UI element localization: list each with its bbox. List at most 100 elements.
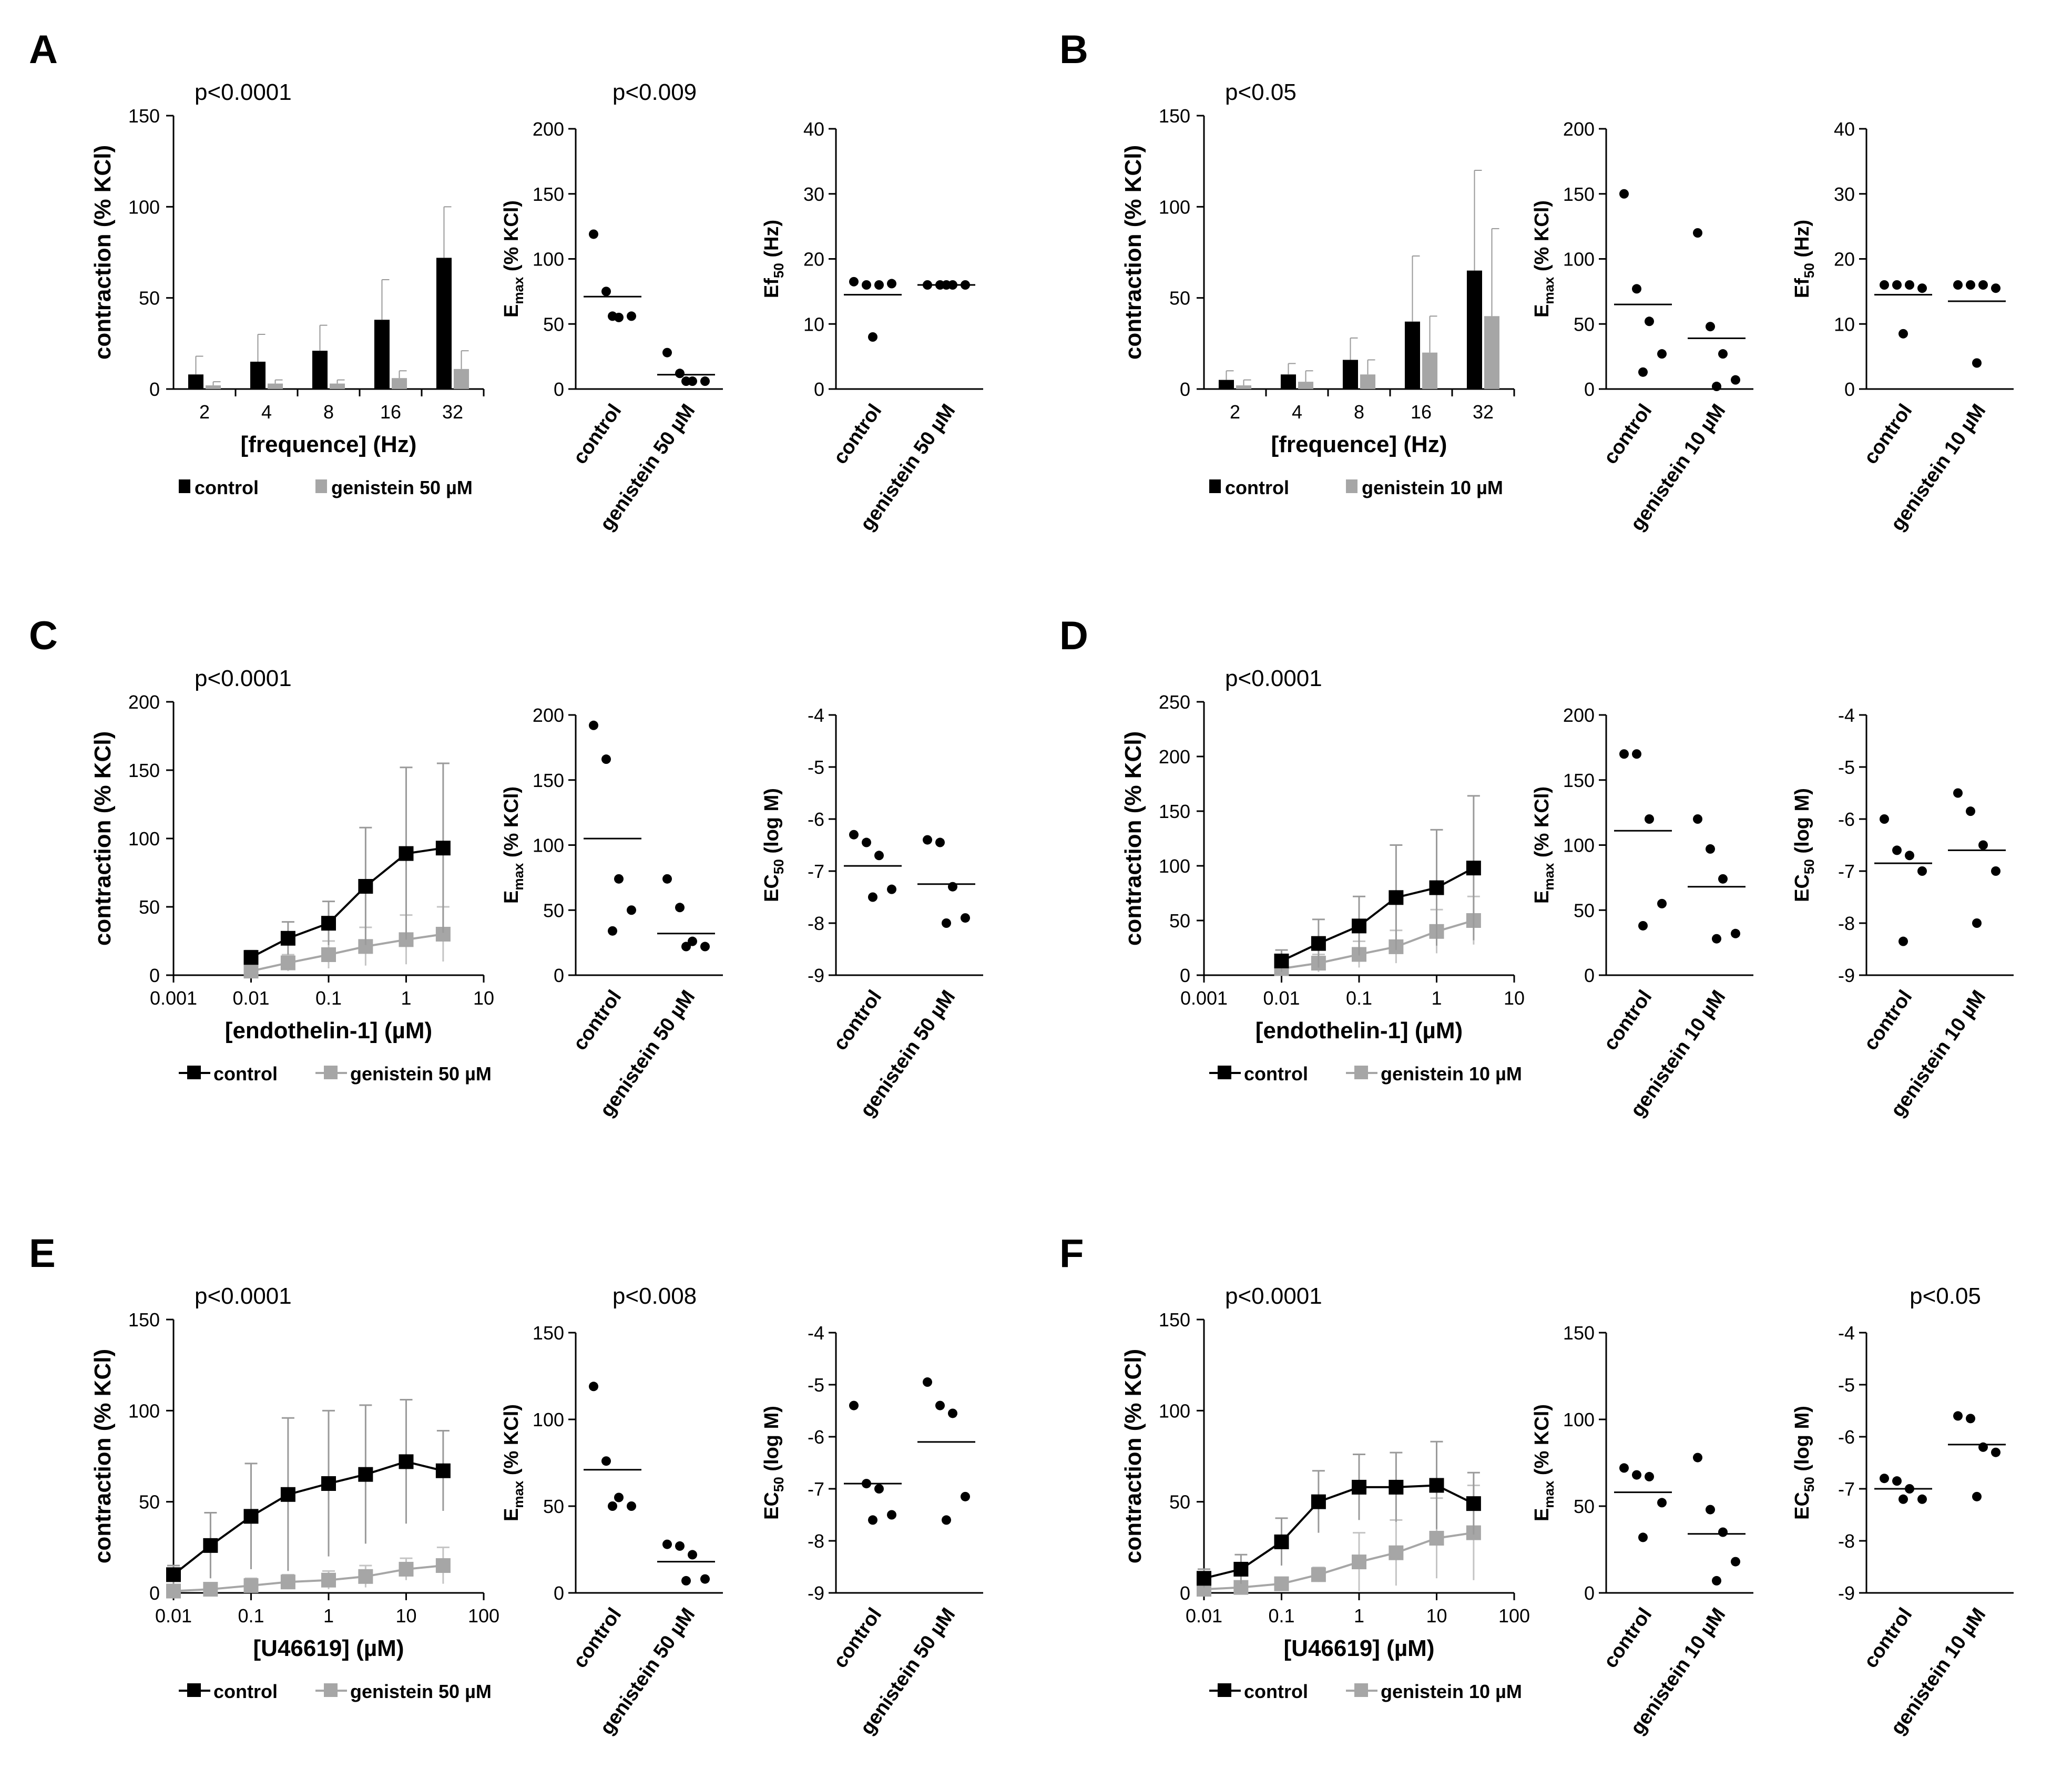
main-chart-C: 0 50 100 150 200 contraction (% KCl) p<0.0001 0…	[90, 666, 494, 1085]
bar-treatment	[268, 383, 283, 389]
data-point	[1880, 280, 1889, 290]
data-point	[942, 1515, 951, 1525]
bar-treatment	[206, 385, 221, 389]
x-tick-label: 16	[1411, 401, 1432, 423]
y-tick-label: 200	[1159, 746, 1190, 768]
y-tick-label: -4	[1838, 704, 1855, 726]
category-label: control	[829, 986, 886, 1055]
data-point	[627, 311, 636, 321]
y-tick-label: 100	[533, 249, 564, 270]
y-axis-title-rest: (% KCl)	[501, 1404, 523, 1481]
y-tick-label: 150	[1563, 770, 1595, 791]
x-tick-label: 0.1	[1268, 1605, 1294, 1627]
y-tick-label: 10	[1834, 313, 1855, 335]
y-tick-label: 50	[1574, 1496, 1595, 1517]
data-point-treatment	[1311, 1567, 1326, 1582]
x-tick-label: 16	[380, 401, 401, 423]
data-point	[1972, 358, 1982, 368]
legend-swatch	[1346, 479, 1357, 493]
x-tick-label: 10	[473, 987, 494, 1009]
x-tick-label: 4	[1292, 401, 1302, 423]
y-tick-label: 0	[1180, 965, 1190, 986]
y-tick-label: 0	[814, 379, 824, 400]
data-point	[1966, 280, 1975, 290]
y-tick-label: 100	[1159, 855, 1190, 877]
data-point	[1706, 1505, 1715, 1515]
y-tick-label: 50	[139, 1491, 160, 1513]
series-line-control	[1281, 867, 1474, 962]
data-point-treatment	[435, 1558, 451, 1573]
data-point-treatment	[1429, 1531, 1444, 1546]
x-tick-label: 10	[1504, 987, 1525, 1009]
data-point	[1693, 814, 1702, 824]
data-point	[1718, 349, 1728, 359]
y-axis-title: contraction (% KCl)	[90, 145, 116, 360]
x-tick-label: 8	[323, 401, 334, 423]
data-point-treatment	[321, 1572, 336, 1588]
y-axis-title: Ef50 (Hz)	[761, 220, 787, 298]
data-point	[1953, 280, 1963, 290]
data-point	[1706, 322, 1715, 332]
y-axis-title-rest: (% KCl)	[1531, 786, 1553, 863]
data-point	[1718, 1527, 1728, 1537]
y-axis-title-sub: max	[1541, 277, 1557, 304]
bar-control	[374, 320, 390, 389]
legend-marker	[1354, 1066, 1368, 1079]
y-axis-title-sub: 50	[771, 1477, 787, 1492]
panel-letter: C	[29, 613, 58, 658]
x-tick-label: 1	[1354, 1605, 1364, 1627]
data-point	[887, 884, 896, 894]
y-tick-label: 100	[1563, 1409, 1595, 1430]
data-point	[589, 1382, 598, 1392]
x-tick-label: 1	[1431, 987, 1442, 1009]
x-axis-title: [endothelin-1] (µM)	[225, 1018, 432, 1044]
y-tick-label: 0	[1584, 965, 1595, 986]
data-point	[700, 1574, 710, 1584]
data-point	[1632, 749, 1641, 759]
y-axis-title: Emax (% KCl)	[501, 786, 526, 904]
legend-label: genistein 50 µM	[350, 1063, 492, 1085]
p-value: p<0.008	[613, 1283, 697, 1309]
y-tick-label: 10	[803, 313, 824, 335]
y-axis-title-sub: 50	[771, 263, 787, 278]
panel-letter: A	[29, 27, 58, 72]
bar-treatment	[1360, 374, 1376, 389]
data-point	[601, 287, 611, 296]
y-tick-label: 200	[1563, 704, 1595, 726]
y-tick-label: 200	[533, 704, 564, 726]
y-axis-title: Emax (% KCl)	[1531, 1404, 1557, 1521]
main-chart-F: 0 50 100 150 contraction (% KCl) p<0.0001 0.01…	[1120, 1283, 1530, 1702]
y-tick-label: 250	[1159, 691, 1190, 713]
x-tick-label: 10	[1426, 1605, 1447, 1627]
data-point	[1892, 845, 1902, 855]
y-tick-label: -5	[1838, 1374, 1855, 1396]
data-point	[1645, 316, 1654, 326]
data-point	[1619, 1463, 1629, 1473]
legend-swatch	[179, 479, 190, 493]
data-point	[1731, 928, 1740, 938]
y-tick-label: 100	[1159, 1400, 1190, 1422]
data-point-control	[399, 846, 414, 861]
panel-letter: E	[29, 1231, 56, 1276]
category-label: control	[1860, 400, 1916, 468]
data-point	[874, 280, 884, 290]
y-tick-label: -6	[1838, 1426, 1855, 1448]
data-point-control	[243, 950, 259, 965]
data-point	[1905, 280, 1914, 290]
data-point-control	[166, 1567, 181, 1582]
data-point	[887, 279, 896, 289]
data-point-control	[1274, 953, 1289, 968]
data-point	[675, 903, 685, 913]
x-tick-label: 1	[401, 987, 411, 1009]
x-tick-label: 0.1	[315, 987, 342, 1009]
y-tick-label: 0	[149, 1582, 160, 1604]
data-point	[1645, 814, 1654, 824]
bar-control	[436, 258, 452, 389]
y-axis-title-sub: max	[1541, 863, 1557, 891]
y-tick-label: -5	[808, 756, 824, 778]
data-point-control	[243, 1509, 259, 1524]
category-label: control	[569, 1604, 626, 1672]
y-tick-label: 0	[554, 1582, 564, 1604]
panel-F: F	[1059, 1231, 1084, 1276]
